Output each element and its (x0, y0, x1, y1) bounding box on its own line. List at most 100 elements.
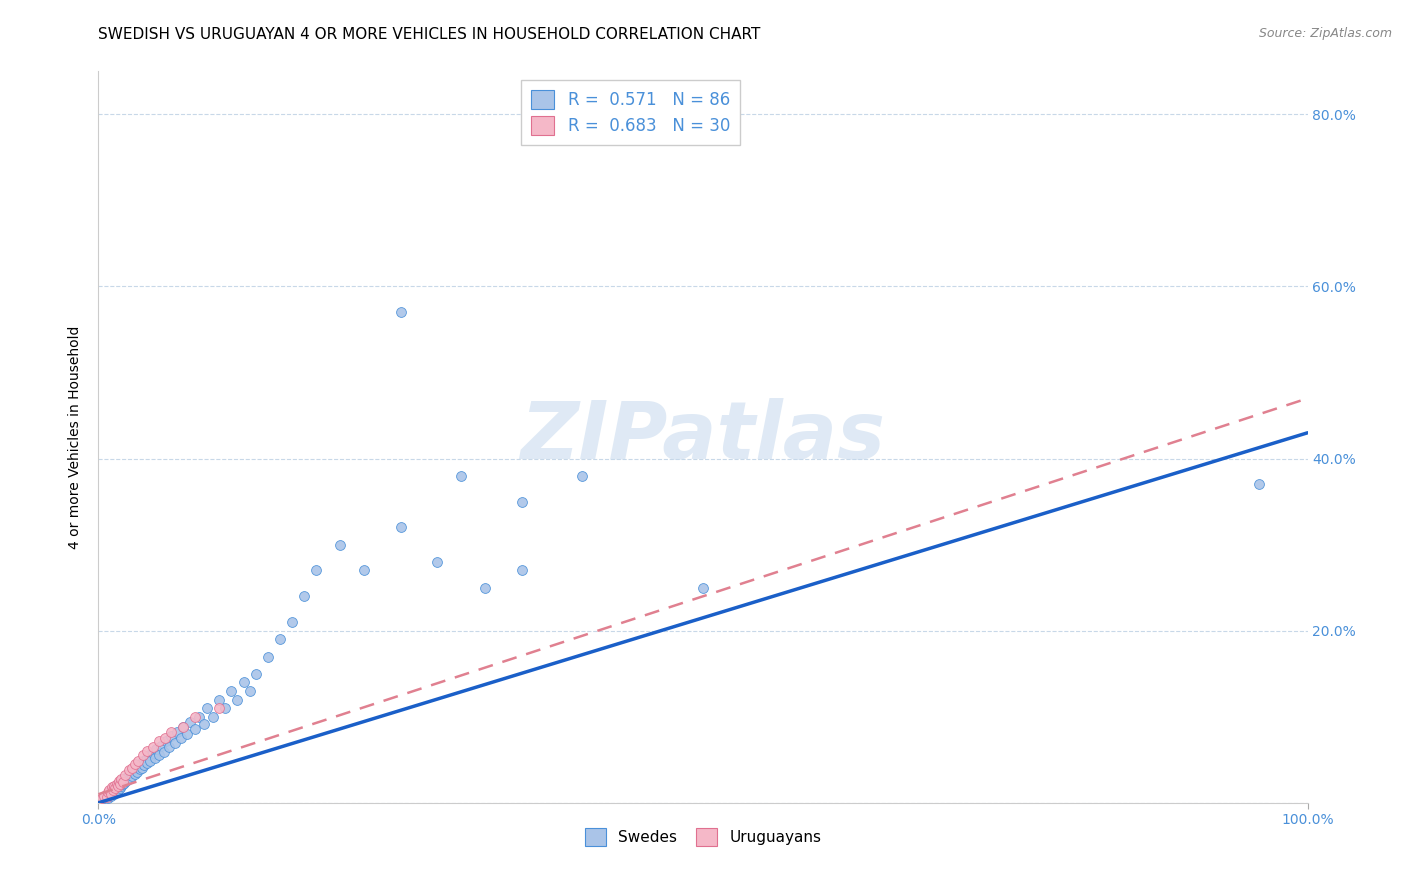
Point (450, 468, 472, 483)
Point (169, 731, 191, 746)
Legend: Swedes, Uruguayans: Swedes, Uruguayans (576, 821, 830, 854)
Point (510, 564, 533, 578)
Point (571, 468, 593, 483)
Point (389, 305, 412, 319)
Point (117, 770, 139, 784)
Point (239, 684, 262, 698)
Point (105, 780, 128, 795)
Point (115, 774, 138, 789)
Point (292, 589, 315, 603)
Point (108, 781, 131, 796)
Point (127, 755, 149, 769)
Point (107, 783, 129, 797)
Point (104, 783, 127, 797)
Point (124, 766, 146, 780)
Point (132, 755, 155, 769)
Point (134, 758, 156, 772)
Point (118, 763, 141, 777)
Point (153, 731, 176, 746)
Point (100, 780, 122, 795)
Point (97, 790, 120, 805)
Point (108, 777, 131, 791)
Point (226, 692, 249, 706)
Point (131, 760, 153, 774)
Point (232, 675, 254, 690)
Point (179, 714, 201, 729)
Point (152, 745, 174, 759)
Point (111, 774, 134, 789)
Point (221, 684, 243, 698)
Point (132, 748, 155, 763)
Point (101, 785, 124, 799)
Point (281, 615, 304, 629)
Point (163, 735, 186, 749)
Point (269, 632, 291, 647)
Point (110, 780, 132, 794)
Point (474, 581, 496, 595)
Point (128, 762, 150, 776)
Point (142, 746, 165, 760)
Point (148, 747, 170, 762)
Point (157, 739, 180, 754)
Point (160, 725, 183, 739)
Point (108, 779, 131, 793)
Point (389, 520, 412, 534)
Point (208, 701, 231, 715)
Point (329, 538, 352, 552)
Point (510, 494, 533, 508)
Point (100, 787, 122, 801)
Point (110, 772, 132, 786)
Point (184, 710, 207, 724)
Point (172, 720, 194, 734)
Point (1249, 477, 1271, 491)
Point (111, 777, 134, 791)
Point (138, 748, 160, 763)
Point (124, 763, 146, 777)
Point (93, 791, 115, 805)
Point (129, 757, 152, 772)
Point (187, 710, 209, 724)
Point (208, 692, 231, 706)
Point (426, 555, 449, 569)
Point (160, 729, 183, 743)
Point (184, 722, 207, 736)
Point (193, 716, 215, 731)
Point (114, 768, 136, 782)
Text: ZIPatlas: ZIPatlas (520, 398, 886, 476)
Point (125, 761, 148, 775)
Point (127, 759, 149, 773)
Point (127, 764, 149, 779)
Point (148, 734, 170, 748)
Point (195, 701, 218, 715)
Point (121, 761, 143, 775)
Point (202, 710, 225, 724)
Point (100, 787, 122, 801)
Point (107, 780, 129, 794)
Point (96, 789, 118, 803)
Point (100, 789, 122, 803)
Y-axis label: 4 or more Vehicles in Household: 4 or more Vehicles in Household (69, 326, 83, 549)
Point (305, 564, 328, 578)
Point (353, 564, 375, 578)
Point (108, 774, 131, 789)
Point (105, 785, 128, 799)
Point (118, 771, 141, 785)
Point (245, 666, 267, 681)
Point (104, 781, 127, 796)
Point (118, 768, 141, 782)
Point (172, 720, 194, 734)
Point (256, 649, 278, 664)
Point (143, 751, 166, 765)
Point (105, 777, 128, 791)
Point (145, 742, 167, 756)
Point (114, 772, 136, 787)
Point (135, 744, 157, 758)
Text: SWEDISH VS URUGUAYAN 4 OR MORE VEHICLES IN HOUSEHOLD CORRELATION CHART: SWEDISH VS URUGUAYAN 4 OR MORE VEHICLES … (98, 27, 761, 42)
Point (96, 789, 118, 804)
Point (135, 751, 157, 765)
Point (100, 783, 122, 797)
Point (124, 757, 146, 772)
Point (98, 783, 121, 797)
Point (93, 789, 115, 803)
Point (111, 772, 134, 786)
